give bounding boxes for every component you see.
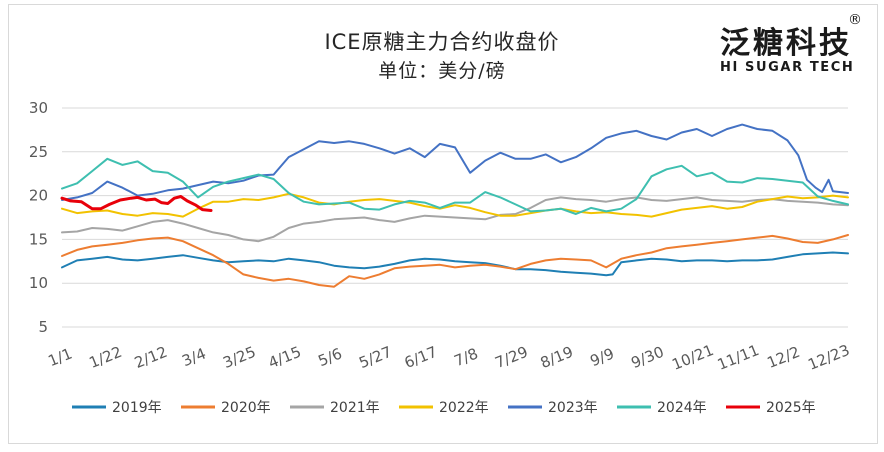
legend-label: 2022年 [439, 400, 489, 416]
chart-subtitle: 单位：美分/磅 [378, 60, 506, 82]
x-tick-label: 2/12 [132, 343, 170, 372]
legend-label: 2025年 [766, 400, 816, 416]
x-tick-label: 3/25 [220, 343, 258, 372]
registered-mark-icon: ® [848, 12, 862, 28]
x-tick-label: 9/9 [588, 344, 617, 370]
x-tick-label: 8/19 [538, 343, 576, 372]
x-tick-label: 1/1 [46, 344, 75, 370]
y-tick-label: 10 [29, 274, 48, 292]
x-tick-label: 11/11 [715, 341, 762, 374]
y-tick-label: 30 [29, 99, 48, 117]
series-line-7 [60, 195, 213, 212]
x-tick-label: 9/30 [628, 343, 666, 372]
x-tick-label: 10/21 [669, 341, 716, 374]
y-tick-label: 5 [38, 318, 48, 336]
x-tick-label: 5/27 [356, 343, 394, 372]
x-tick-label: 7/8 [452, 344, 481, 370]
x-tick-label: 1/22 [86, 343, 124, 372]
logo-chinese-text: 泛糖科技 [720, 26, 852, 61]
series-line-4 [61, 192, 849, 218]
legend-label: 2020年 [221, 400, 271, 416]
x-tick-label: 12/23 [805, 341, 852, 374]
series-line-2 [61, 234, 849, 288]
x-tick-label: 6/17 [402, 343, 440, 372]
y-tick-label: 25 [29, 143, 48, 161]
x-tick-label: 7/29 [492, 343, 530, 372]
x-tick-label: 4/15 [266, 343, 304, 372]
x-tick-label: 3/4 [179, 344, 208, 370]
legend-label: 2023年 [548, 400, 598, 416]
chart-title: ICE原糖主力合约收盘价 [324, 30, 560, 54]
legend-label: 2019年 [112, 400, 162, 416]
y-tick-label: 15 [29, 230, 48, 248]
x-tick-label: 12/2 [765, 343, 803, 372]
company-logo: 泛糖科技 HI SUGAR TECH ® [720, 12, 870, 75]
series-line-3 [61, 196, 849, 243]
chart-frame [8, 4, 878, 444]
legend-label: 2021年 [330, 400, 380, 416]
logo-english-text: HI SUGAR TECH [720, 60, 855, 75]
series-line-6 [61, 157, 849, 215]
series-line-5 [61, 123, 849, 201]
legend-label: 2024年 [657, 400, 707, 416]
series-line-1 [61, 251, 849, 277]
y-tick-label: 20 [29, 187, 48, 205]
x-tick-label: 5/6 [315, 344, 344, 370]
